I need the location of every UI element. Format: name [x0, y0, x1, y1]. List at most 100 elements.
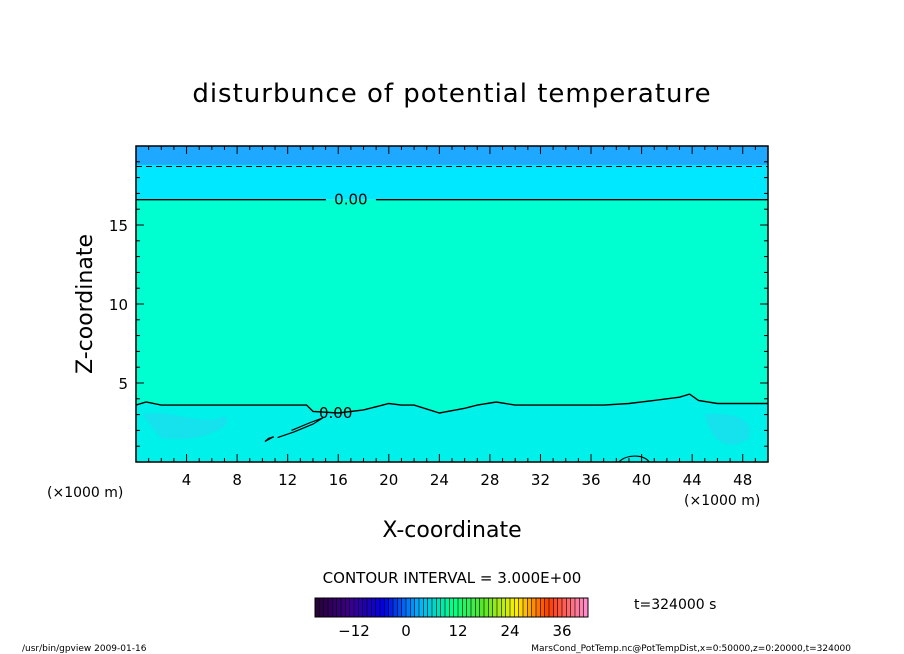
colorbar-swatch	[315, 598, 320, 617]
x-tick-label: 8	[232, 471, 242, 489]
heatmap-field	[136, 146, 768, 462]
x-tick-label: 12	[278, 471, 297, 489]
colorbar-swatch	[423, 598, 428, 617]
colorbar-swatch	[462, 598, 467, 617]
contour-bottom-loop	[618, 455, 650, 463]
colorbar-swatch	[384, 598, 389, 617]
colorbar-swatch	[414, 598, 420, 617]
colorbar-swatch	[401, 598, 407, 617]
colorbar-frame	[314, 597, 589, 618]
colorbar-swatch	[523, 598, 528, 617]
colorbar-swatch	[583, 598, 589, 617]
colorbar-swatch	[557, 598, 563, 617]
y-ticks: 5 10 15	[109, 161, 768, 447]
colorbar-swatch	[336, 598, 342, 617]
colorbar-swatch	[479, 598, 485, 617]
colorbar-swatch	[367, 598, 372, 617]
footer-right: MarsCond_PotTemp.nc@PotTempDist,x=0:5000…	[531, 644, 851, 654]
colorbar-swatch	[579, 598, 584, 617]
colorbar-swatch	[406, 598, 411, 617]
x-tick-label: 24	[430, 471, 449, 489]
contour-small-loop	[264, 417, 324, 442]
x-ticks: 4 8 12 16 20 24 28 32 36 40 44 48	[148, 146, 756, 489]
colorbar-tick-label: 24	[500, 622, 519, 640]
x-tick-label: 40	[632, 471, 651, 489]
colorbar-swatch	[345, 598, 350, 617]
colorbar-swatch	[518, 598, 524, 617]
colorbar-swatch	[323, 598, 329, 617]
colorbar-swatch	[362, 598, 368, 617]
colorbar-swatch	[410, 598, 415, 617]
colorbar-swatch	[449, 598, 454, 617]
colorbar-swatch	[562, 598, 567, 617]
colorbar-swatch	[575, 598, 580, 617]
contour-label-lower: 0.00	[319, 404, 352, 422]
colorbar-swatch	[427, 598, 433, 617]
colorbar-swatch	[388, 598, 394, 617]
colorbar-swatch	[566, 598, 571, 617]
colorbar-swatch	[531, 598, 537, 617]
colorbar-swatch	[445, 598, 450, 617]
contour-zero-lower	[135, 393, 768, 414]
colorbar-swatch	[419, 598, 424, 617]
field-lower-patch-2	[704, 413, 751, 445]
colorbar-swatch	[328, 598, 333, 617]
colorbar-tick-label: 36	[552, 622, 571, 640]
x-tick-label: 36	[581, 471, 600, 489]
colorbar-swatch	[475, 598, 480, 617]
colorbar-swatch	[440, 598, 446, 617]
colorbar-swatch	[358, 598, 363, 617]
colorbar-swatch	[497, 598, 502, 617]
y-tick-label: 5	[118, 375, 128, 393]
colorbar-swatch	[514, 598, 519, 617]
colorbar-swatch	[332, 598, 337, 617]
colorbar-swatch	[492, 598, 498, 617]
x-tick-label: 4	[182, 471, 192, 489]
colorbar-swatch	[436, 598, 441, 617]
colorbar-swatch	[380, 598, 385, 617]
y-tick-label: 15	[109, 217, 128, 235]
colorbar-swatch	[570, 598, 576, 617]
colorbar-swatch	[354, 598, 359, 617]
contour-label-upper: 0.00	[334, 191, 367, 209]
colorbar-swatch	[527, 598, 532, 617]
colorbar-swatch	[553, 598, 558, 617]
colorbar-swatch	[484, 598, 489, 617]
chart-title: disturbunce of potential temperature	[192, 79, 711, 109]
contour-interval-label: CONTOUR INTERVAL = 3.000E+00	[323, 569, 582, 587]
colorbar-swatch	[397, 598, 402, 617]
y-tick-label: 10	[109, 296, 128, 314]
colorbar-swatch	[393, 598, 398, 617]
colorbar-swatch	[349, 598, 355, 617]
colorbar-swatch	[341, 598, 346, 617]
colorbar-swatch	[453, 598, 459, 617]
field-lower	[136, 394, 768, 462]
x-tick-label: 44	[683, 471, 702, 489]
x-unit-right: (×1000 m)	[684, 493, 760, 509]
colorbar-swatch	[501, 598, 506, 617]
x-tick-label: 20	[379, 471, 398, 489]
x-tick-label: 32	[531, 471, 550, 489]
x-tick-label: 48	[733, 471, 752, 489]
colorbar-swatch	[549, 598, 554, 617]
colorbar-swatch	[471, 598, 476, 617]
colorbar-swatch	[466, 598, 472, 617]
x-unit-left: (×1000 m)	[47, 485, 123, 501]
colorbar-tick-label: 12	[448, 622, 467, 640]
colorbar-ticks: −12 0 12 24 36	[338, 622, 571, 640]
y-axis-label: Z-coordinate	[73, 234, 98, 374]
footer-left: /usr/bin/gpview 2009-01-16	[22, 644, 147, 654]
field-top-band	[136, 146, 768, 165]
colorbar-swatch	[488, 598, 493, 617]
colorbar-tick-label: −12	[338, 622, 370, 640]
colorbar-swatch	[544, 598, 550, 617]
colorbar-swatch	[458, 598, 463, 617]
colorbar-swatch	[375, 598, 381, 617]
x-tick-label: 16	[329, 471, 348, 489]
time-label: t=324000 s	[634, 597, 716, 613]
x-tick-label: 28	[480, 471, 499, 489]
colorbar-swatch	[505, 598, 511, 617]
colorbar-swatch	[432, 598, 437, 617]
colorbar-tick-label: 0	[401, 622, 411, 640]
